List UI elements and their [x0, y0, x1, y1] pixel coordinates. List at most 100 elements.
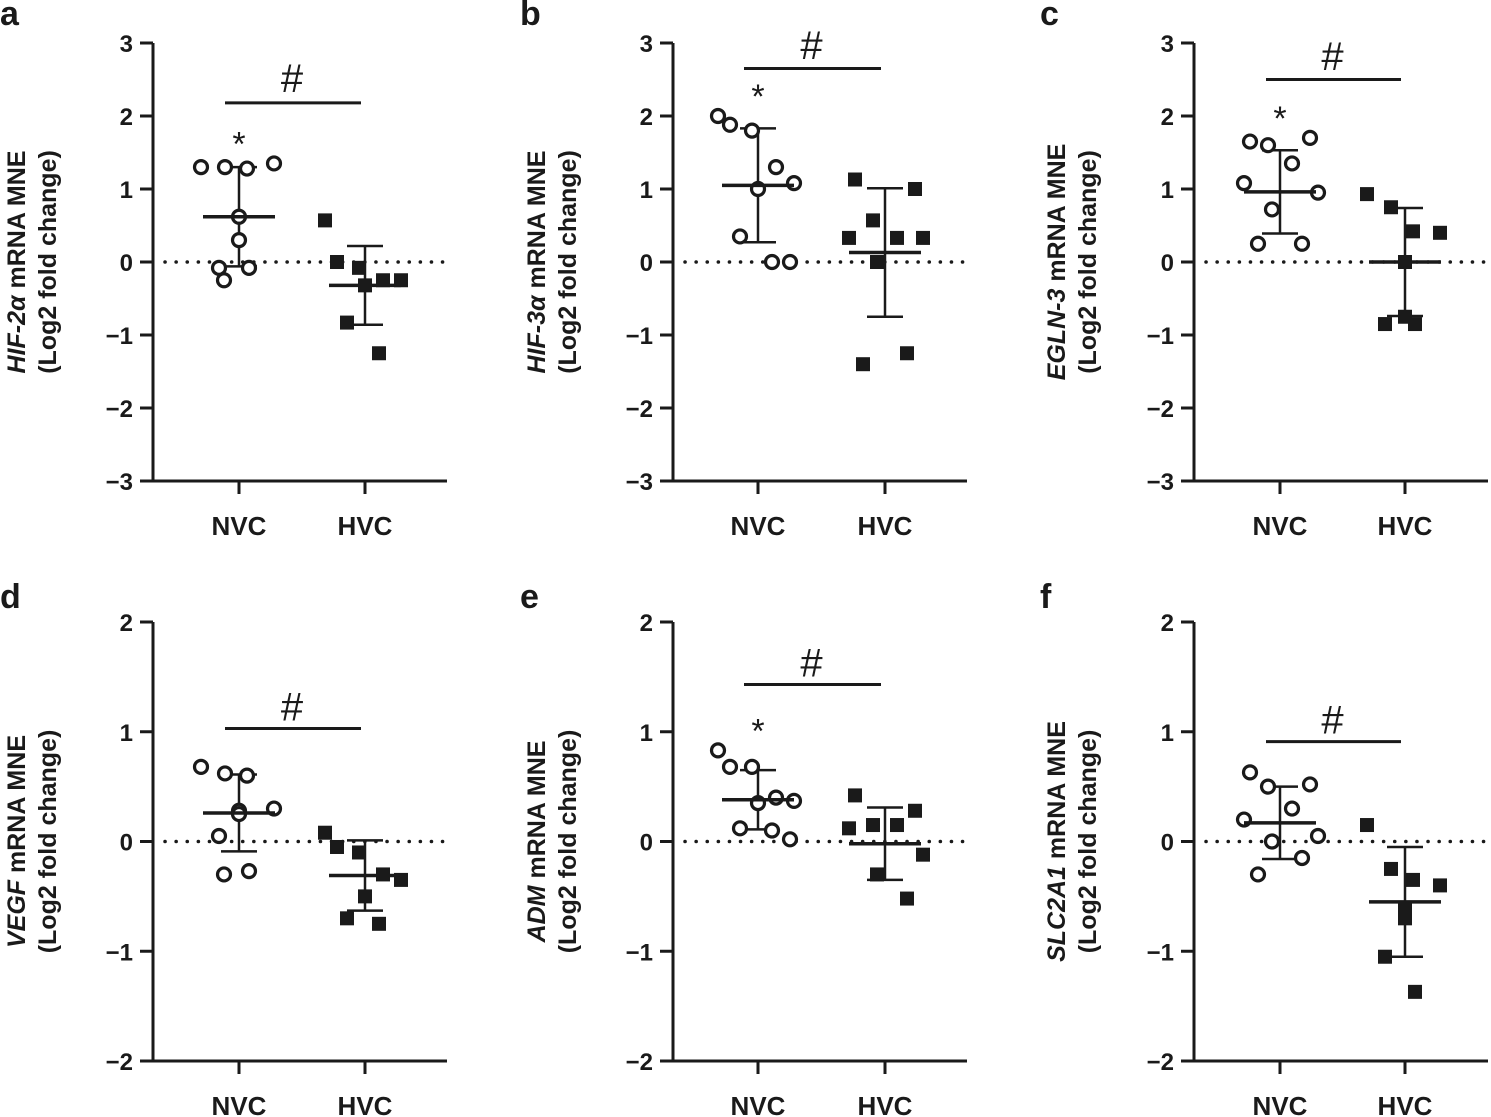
y-tick-label: 1: [640, 177, 653, 204]
y-axis-label-suffix: mRNA MNE: [1043, 721, 1071, 866]
data-point: [1301, 776, 1319, 793]
panel-e: e −2 −1 0 1 2 NVC HVC ADM mRNA MNE (Log2 fold cha…: [520, 578, 967, 1117]
data-point: [240, 863, 258, 880]
data-point: [330, 839, 344, 854]
data-point: [216, 159, 234, 176]
x-tick-label: NVC: [212, 1091, 267, 1117]
data-point: [767, 789, 785, 806]
panel-a: a −3 −2 −1 0 1 2 3 NVC HVC HIF-2α mRNA MNE (Log2 fo…: [0, 0, 447, 541]
y-tick-label: −2: [626, 1049, 653, 1076]
panel-b: b −3 −2 −1 0 1 2 3 NVC HVC HIF-3α mRNA MNE (Log2 fo…: [520, 0, 967, 541]
data-point: [1263, 833, 1281, 850]
data-point: [192, 159, 210, 176]
group-nvc: [192, 758, 283, 883]
data-point: [1384, 861, 1398, 876]
data-point: [1283, 155, 1301, 172]
y-tick-label: 2: [640, 104, 653, 131]
data-point: [1249, 235, 1267, 252]
data-point: [340, 911, 354, 926]
y-tick-label: −3: [1147, 469, 1174, 496]
data-point: [1378, 949, 1392, 964]
data-point: [240, 259, 258, 276]
y-axis-label-suffix: mRNA MNE: [3, 735, 31, 880]
significance-label: #: [281, 685, 304, 729]
y-axis-label-gene: SLC2A1: [1043, 866, 1071, 962]
y-axis-label-line2: (Log2 fold change): [554, 150, 582, 374]
data-point: [1378, 317, 1392, 332]
y-tick-label: 1: [1161, 720, 1174, 747]
y-axis-label: VEGF mRNA MNE: [3, 735, 31, 948]
y-axis-label: SLC2A1 mRNA MNE: [1043, 721, 1071, 962]
y-tick-label: 1: [640, 720, 653, 747]
y-axis-label: EGLN-3 mRNA MNE: [1043, 144, 1071, 381]
data-point: [866, 818, 880, 833]
y-axis-label: HIF-2α mRNA MNE: [3, 151, 31, 374]
y-axis-label-gene: VEGF: [3, 879, 31, 948]
data-point: [1360, 187, 1374, 202]
y-tick-label: −3: [626, 469, 653, 496]
y-axis-label-line2: (Log2 fold change): [1074, 150, 1102, 374]
data-point: [848, 788, 862, 803]
data-point: [1241, 764, 1259, 781]
data-point: [908, 182, 922, 196]
panel-letter: e: [520, 578, 539, 616]
data-point: [216, 765, 234, 782]
data-point: [916, 230, 930, 245]
x-tick-label: HVC: [858, 511, 913, 541]
data-point: [372, 916, 386, 931]
panel-d: d −2 −1 0 1 2 NVC HVC VEGF mRNA MNE (Log2 fold ch…: [0, 578, 447, 1117]
y-tick-label: 1: [120, 177, 133, 204]
panel-f: f −2 −1 0 1 2 NVC HVC SLC2A1 mRNA MNE (Log2 fold …: [1040, 578, 1488, 1117]
y-tick-label: −2: [1147, 1049, 1174, 1076]
group-nvc: *: [709, 78, 803, 271]
data-point: [842, 821, 856, 836]
data-point: [731, 820, 749, 837]
data-point: [842, 230, 856, 245]
data-point: [1259, 137, 1277, 154]
data-point: [215, 272, 233, 289]
data-point: [352, 260, 366, 275]
y-axis-label-line2: (Log2 fold change): [34, 730, 62, 954]
significance-label: #: [1321, 698, 1344, 742]
y-tick-label: −1: [626, 939, 653, 966]
y-tick-label: 3: [640, 31, 653, 58]
group-hvc: [842, 172, 930, 372]
data-point: [1283, 800, 1301, 817]
y-tick-label: 0: [120, 250, 133, 277]
data-point: [318, 213, 332, 228]
data-point: [908, 803, 922, 818]
y-tick-label: −1: [626, 323, 653, 350]
y-axis-label-gene: HIF-3α: [523, 294, 551, 374]
data-point: [709, 107, 727, 125]
y-tick-label: 2: [1161, 610, 1174, 637]
data-point: [330, 255, 344, 269]
data-point: [848, 172, 862, 187]
data-point: [238, 160, 256, 177]
data-point: [1293, 849, 1311, 867]
y-tick-label: −1: [1147, 939, 1174, 966]
data-point: [1263, 201, 1281, 218]
significance-label: #: [281, 57, 304, 101]
y-axis-label-gene: EGLN-3: [1043, 289, 1071, 381]
data-point: [1301, 129, 1319, 146]
y-axis-label-suffix: mRNA MNE: [523, 741, 551, 886]
data-point: [1309, 827, 1327, 845]
data-point: [870, 867, 884, 882]
data-point: [731, 228, 749, 245]
significance-label: #: [800, 641, 823, 685]
y-tick-label: −3: [106, 469, 133, 496]
y-tick-label: 0: [1161, 250, 1174, 277]
y-axis-label-gene: HIF-2α: [3, 294, 31, 374]
data-point: [215, 866, 233, 883]
group-hvc: [1360, 818, 1447, 999]
y-axis-label-suffix: mRNA MNE: [1043, 144, 1071, 289]
y-tick-label: −1: [1147, 323, 1174, 350]
panel-letter: a: [0, 0, 20, 33]
y-tick-label: −1: [106, 939, 133, 966]
group-hvc: [318, 213, 408, 361]
significance-star: *: [751, 712, 764, 750]
y-tick-label: 1: [120, 720, 133, 747]
data-point: [1384, 200, 1398, 215]
x-tick-label: HVC: [1378, 1091, 1433, 1117]
